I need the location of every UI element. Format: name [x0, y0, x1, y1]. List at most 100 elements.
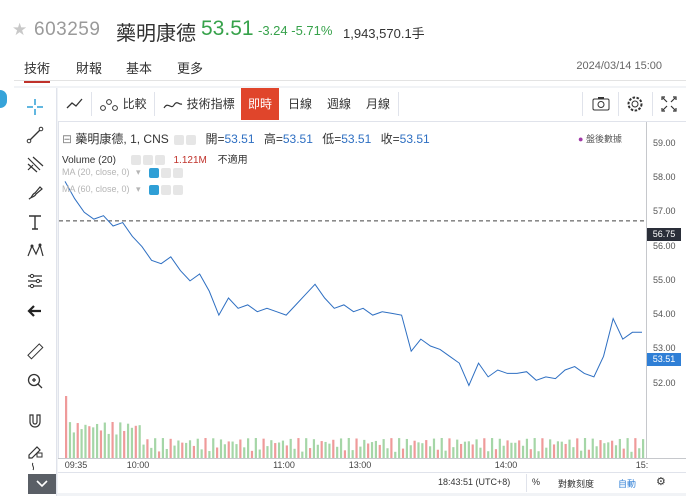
volume-bar — [595, 446, 598, 458]
volume-bar — [541, 438, 544, 458]
collapse-handle[interactable] — [0, 90, 7, 108]
tab-fundamentals[interactable]: 基本 — [126, 61, 153, 76]
section-tabs: 技術 財報 基本 更多 2024/03/14 15:00 — [14, 56, 686, 83]
volume-bar — [123, 430, 126, 458]
volume-bar — [564, 443, 567, 458]
reference-price-label: 56.75 — [647, 228, 681, 241]
axis-settings-gear-icon[interactable]: ⚙ — [656, 476, 666, 488]
volume-bar — [212, 438, 215, 458]
volume-bar — [157, 451, 161, 458]
text-tool-icon[interactable] — [14, 209, 56, 235]
time-axis[interactable]: 09:35 10:00 11:00 13:00 14:00 15: — [58, 458, 686, 473]
ma20-settings-icon[interactable] — [161, 167, 172, 178]
volume-bar — [95, 423, 99, 458]
ma20-remove-icon[interactable] — [173, 167, 184, 178]
volume-bar — [490, 438, 494, 458]
crosshair-icon[interactable] — [14, 94, 56, 120]
volume-bar — [626, 438, 629, 458]
ma20-dropdown-icon[interactable]: ▾ — [136, 167, 141, 177]
ma60-eye-icon[interactable] — [149, 184, 160, 195]
trend-line-icon[interactable] — [14, 122, 56, 148]
price-plot[interactable] — [58, 122, 646, 458]
volume-bar — [351, 450, 354, 458]
zoom-in-icon[interactable] — [14, 368, 56, 394]
price-change: -3.24 -5.71% — [258, 23, 333, 38]
legend-settings-icon[interactable] — [186, 134, 197, 145]
log-scale-toggle[interactable]: 對數刻度 — [558, 479, 595, 489]
volume-bar — [328, 443, 331, 458]
volume-bar — [72, 432, 75, 458]
volume-bar — [134, 425, 137, 458]
compare-button[interactable]: 比較 — [94, 88, 152, 120]
ma60-remove-icon[interactable] — [173, 184, 184, 195]
favorite-star-icon[interactable]: ★ — [12, 20, 28, 39]
tab-technical[interactable]: 技術 — [24, 58, 51, 83]
volume-bar — [235, 444, 238, 458]
volume-bar — [607, 442, 610, 458]
volume-bar — [196, 438, 199, 458]
interval-monthly-button[interactable]: 月線 — [365, 97, 390, 111]
tab-more[interactable]: 更多 — [177, 61, 204, 76]
magnet-icon[interactable] — [14, 408, 56, 434]
volume-bar — [568, 439, 571, 458]
volume-bar — [154, 438, 157, 458]
volume-bar — [386, 448, 389, 458]
volume-bar — [506, 440, 509, 458]
volume-bar — [65, 396, 68, 458]
volume-bar — [76, 423, 79, 458]
pitchfork-icon[interactable] — [14, 151, 56, 177]
volume-bar — [258, 449, 261, 458]
pattern-icon[interactable] — [14, 238, 56, 264]
ma20-eye-icon[interactable] — [149, 167, 160, 178]
interval-daily-button[interactable]: 日線 — [287, 97, 312, 111]
volume-settings-icon[interactable] — [142, 155, 153, 166]
more-tools-icon[interactable] — [14, 460, 56, 474]
volume-bar — [614, 445, 618, 458]
volume-remove-icon[interactable] — [154, 155, 165, 166]
price-axis[interactable]: 59.00 58.00 57.00 56.00 55.00 54.00 53.00 52.00 — [646, 122, 687, 458]
indicators-button[interactable]: 技術指標 — [158, 88, 240, 120]
volume-bar — [533, 438, 536, 458]
volume-bar — [289, 438, 292, 458]
fullscreen-icon[interactable] — [654, 88, 684, 120]
volume-bar — [634, 438, 637, 458]
interval-intraday-button[interactable]: 即時 — [241, 88, 279, 120]
collapse-legend-icon[interactable]: ⊟ — [62, 132, 73, 146]
volume-bar — [111, 422, 114, 458]
ma60-label: MA (60, close, 0) — [62, 184, 130, 194]
volume-bar — [339, 438, 343, 458]
measure-ruler-icon[interactable] — [14, 268, 56, 294]
volume-bar — [514, 442, 517, 458]
y-tick-label: 53.00 — [653, 343, 676, 354]
legend-symbol: 藥明康德, 1, CNS — [75, 132, 169, 146]
volume-value: 1.121M — [173, 155, 207, 166]
volume-bar — [80, 429, 83, 458]
volume-bar — [285, 445, 288, 458]
settings-gear-icon[interactable] — [620, 88, 650, 120]
volume-bar — [572, 447, 575, 458]
ma60-settings-icon[interactable] — [161, 184, 172, 195]
percent-scale-toggle[interactable]: % — [532, 477, 541, 487]
ruler-icon[interactable] — [14, 338, 56, 364]
chart-type-line-icon[interactable] — [58, 88, 90, 120]
volume-bar — [580, 450, 583, 458]
expand-tools-chevron-icon[interactable] — [28, 474, 56, 494]
volume-eye-icon[interactable] — [130, 155, 141, 166]
brush-icon[interactable] — [14, 180, 56, 206]
volume-bar — [316, 444, 319, 458]
lock-drawing-icon[interactable] — [14, 437, 56, 463]
back-arrow-icon[interactable] — [14, 298, 56, 324]
auto-scale-toggle[interactable]: 自動 — [618, 479, 637, 489]
volume-bar — [483, 438, 486, 458]
volume-bar — [247, 438, 250, 458]
volume-bar — [475, 439, 478, 458]
volume-bar — [448, 438, 451, 458]
tab-financials[interactable]: 財報 — [76, 61, 103, 76]
volume-bar — [277, 442, 281, 458]
volume-bar — [444, 450, 447, 458]
interval-weekly-button[interactable]: 週線 — [326, 97, 351, 111]
ma60-dropdown-icon[interactable]: ▾ — [136, 184, 141, 194]
legend-eye-icon[interactable] — [174, 134, 185, 145]
volume-bar — [545, 447, 548, 458]
screenshot-camera-icon[interactable] — [586, 88, 616, 120]
